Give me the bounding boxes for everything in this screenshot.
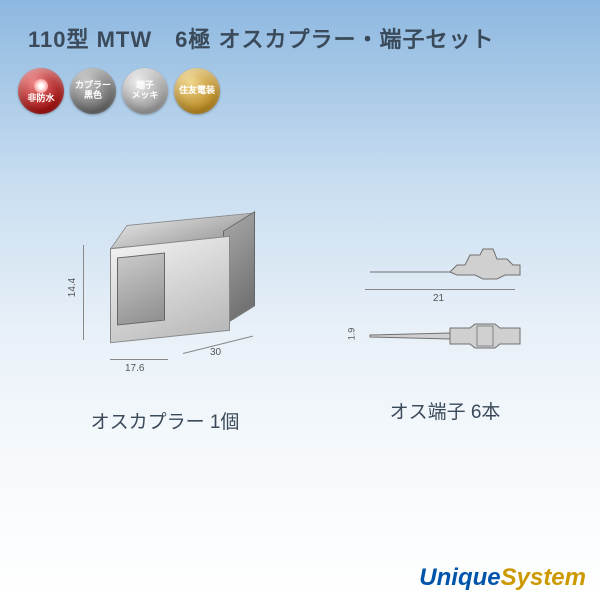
coupler-opening bbox=[117, 252, 165, 325]
terminal-drawing: 21 1.9 bbox=[345, 217, 545, 377]
logo-part2: System bbox=[501, 564, 586, 591]
badge-coupler-color: カプラー 黒色 bbox=[70, 68, 116, 114]
brand-logo: UniqueSystem bbox=[419, 564, 586, 592]
terminal-item: 21 1.9 オス端子 6本 bbox=[345, 217, 545, 424]
dim-theight: 1.9 bbox=[346, 327, 356, 340]
product-title: 110型 MTW 6極 オスカプラー・端子セット bbox=[28, 22, 572, 54]
content-area: 14.4 17.6 30 オスカプラー 1個 21 1.9 bbox=[0, 120, 600, 500]
badges-row: 非防水 カプラー 黒色 端子 メッキ 住友電装 bbox=[0, 62, 600, 120]
coupler-item: 14.4 17.6 30 オスカプラー 1個 bbox=[55, 207, 275, 434]
header: 110型 MTW 6極 オスカプラー・端子セット bbox=[0, 0, 600, 62]
coupler-drawing: 14.4 17.6 30 bbox=[55, 207, 275, 387]
terminal-side-view bbox=[365, 247, 515, 267]
dim-height: 14.4 bbox=[67, 277, 78, 296]
terminal-label: オス端子 6本 bbox=[390, 397, 501, 424]
badge-label: 非防水 bbox=[27, 94, 54, 104]
dim-width: 17.6 bbox=[125, 363, 144, 374]
dim-line-length bbox=[365, 289, 515, 290]
badge-label-bottom: メッキ bbox=[131, 91, 158, 101]
dim-length: 21 bbox=[433, 293, 444, 304]
terminal-top-view bbox=[365, 322, 515, 350]
badge-manufacturer: 住友電装 bbox=[174, 68, 220, 114]
logo-part1: Unique bbox=[419, 564, 500, 591]
badge-terminal-plating: 端子 メッキ bbox=[122, 68, 168, 114]
footer: UniqueSystem bbox=[419, 564, 586, 592]
sun-icon bbox=[34, 79, 48, 93]
dim-depth: 30 bbox=[210, 347, 221, 358]
badge-waterproof: 非防水 bbox=[18, 68, 64, 114]
coupler-label: オスカプラー 1個 bbox=[91, 407, 240, 434]
badge-label-bottom: 黒色 bbox=[84, 91, 102, 101]
badge-label: 住友電装 bbox=[179, 86, 215, 96]
dim-line-width bbox=[110, 359, 168, 360]
dim-line-height bbox=[83, 245, 84, 340]
